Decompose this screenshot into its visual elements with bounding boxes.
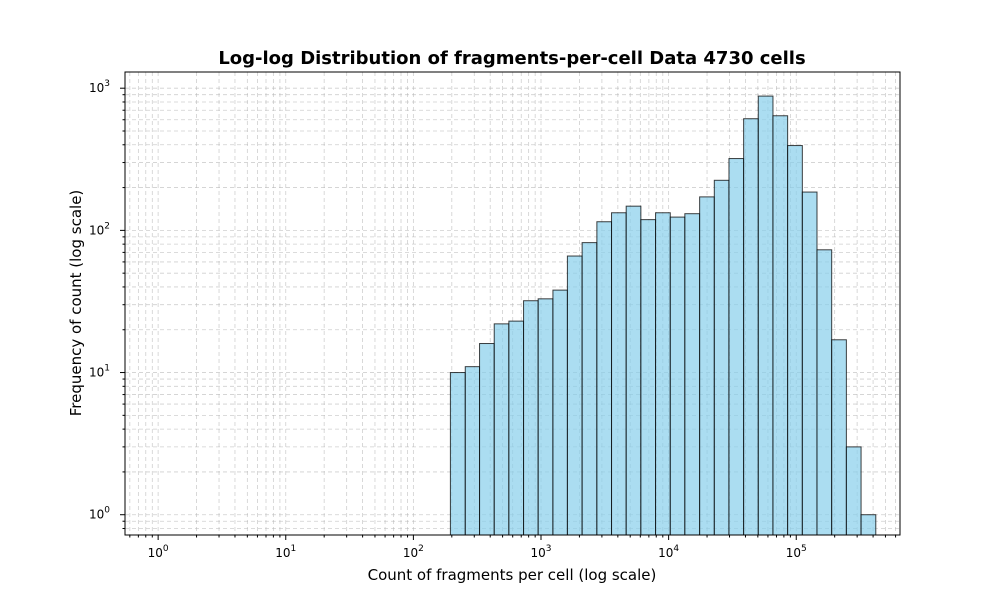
histogram-bar [596,221,613,536]
histogram-bar [479,343,495,536]
histogram-bar [625,205,642,536]
x-axis-label: Count of fragments per cell (log scale) [368,566,657,584]
histogram-bar [449,372,466,536]
chart-title: Log-log Distribution of fragments-per-ce… [218,48,805,69]
y-tick-label: 100 [89,506,110,522]
histogram-bar [581,242,598,536]
histogram-bar [757,95,774,536]
y-axis-label: Frequency of count (log scale) [67,190,85,417]
x-tick-label: 101 [275,544,296,560]
histogram-bar [523,300,539,536]
histogram-bar [655,212,671,536]
histogram-bar [611,212,627,536]
x-tick-label: 105 [786,544,807,560]
bars-layer [449,95,877,536]
histogram-bar [699,196,715,536]
histogram-bar [801,191,818,536]
histogram-bar [860,514,877,536]
histogram-bar [816,249,833,536]
histogram-bar [669,216,686,536]
histogram-bar [845,446,862,536]
histogram-bar [640,219,657,536]
x-tick-label: 104 [658,544,679,560]
x-tick-label: 103 [530,544,551,560]
y-tick-label: 103 [89,79,110,95]
histogram-bar [787,145,803,536]
y-tick-label: 102 [89,221,110,237]
histogram-bar [508,320,525,536]
histogram-bar [552,289,568,536]
histogram-bar [772,115,789,536]
histogram-bar [713,179,730,536]
histogram-bar [743,118,759,536]
histogram-bar [464,366,481,536]
ticks-layer: 100 101 102 103 104 105 100 101 102 103 [89,79,897,560]
y-tick-label: 101 [89,364,110,380]
histogram-bar [566,255,583,536]
histogram-bar [537,298,554,536]
histogram-bar [493,323,510,536]
x-tick-label: 102 [403,544,424,560]
histogram-bar [831,339,847,536]
x-tick-label: 100 [148,544,169,560]
histogram-bar [728,158,745,536]
histogram-bar [684,213,701,536]
